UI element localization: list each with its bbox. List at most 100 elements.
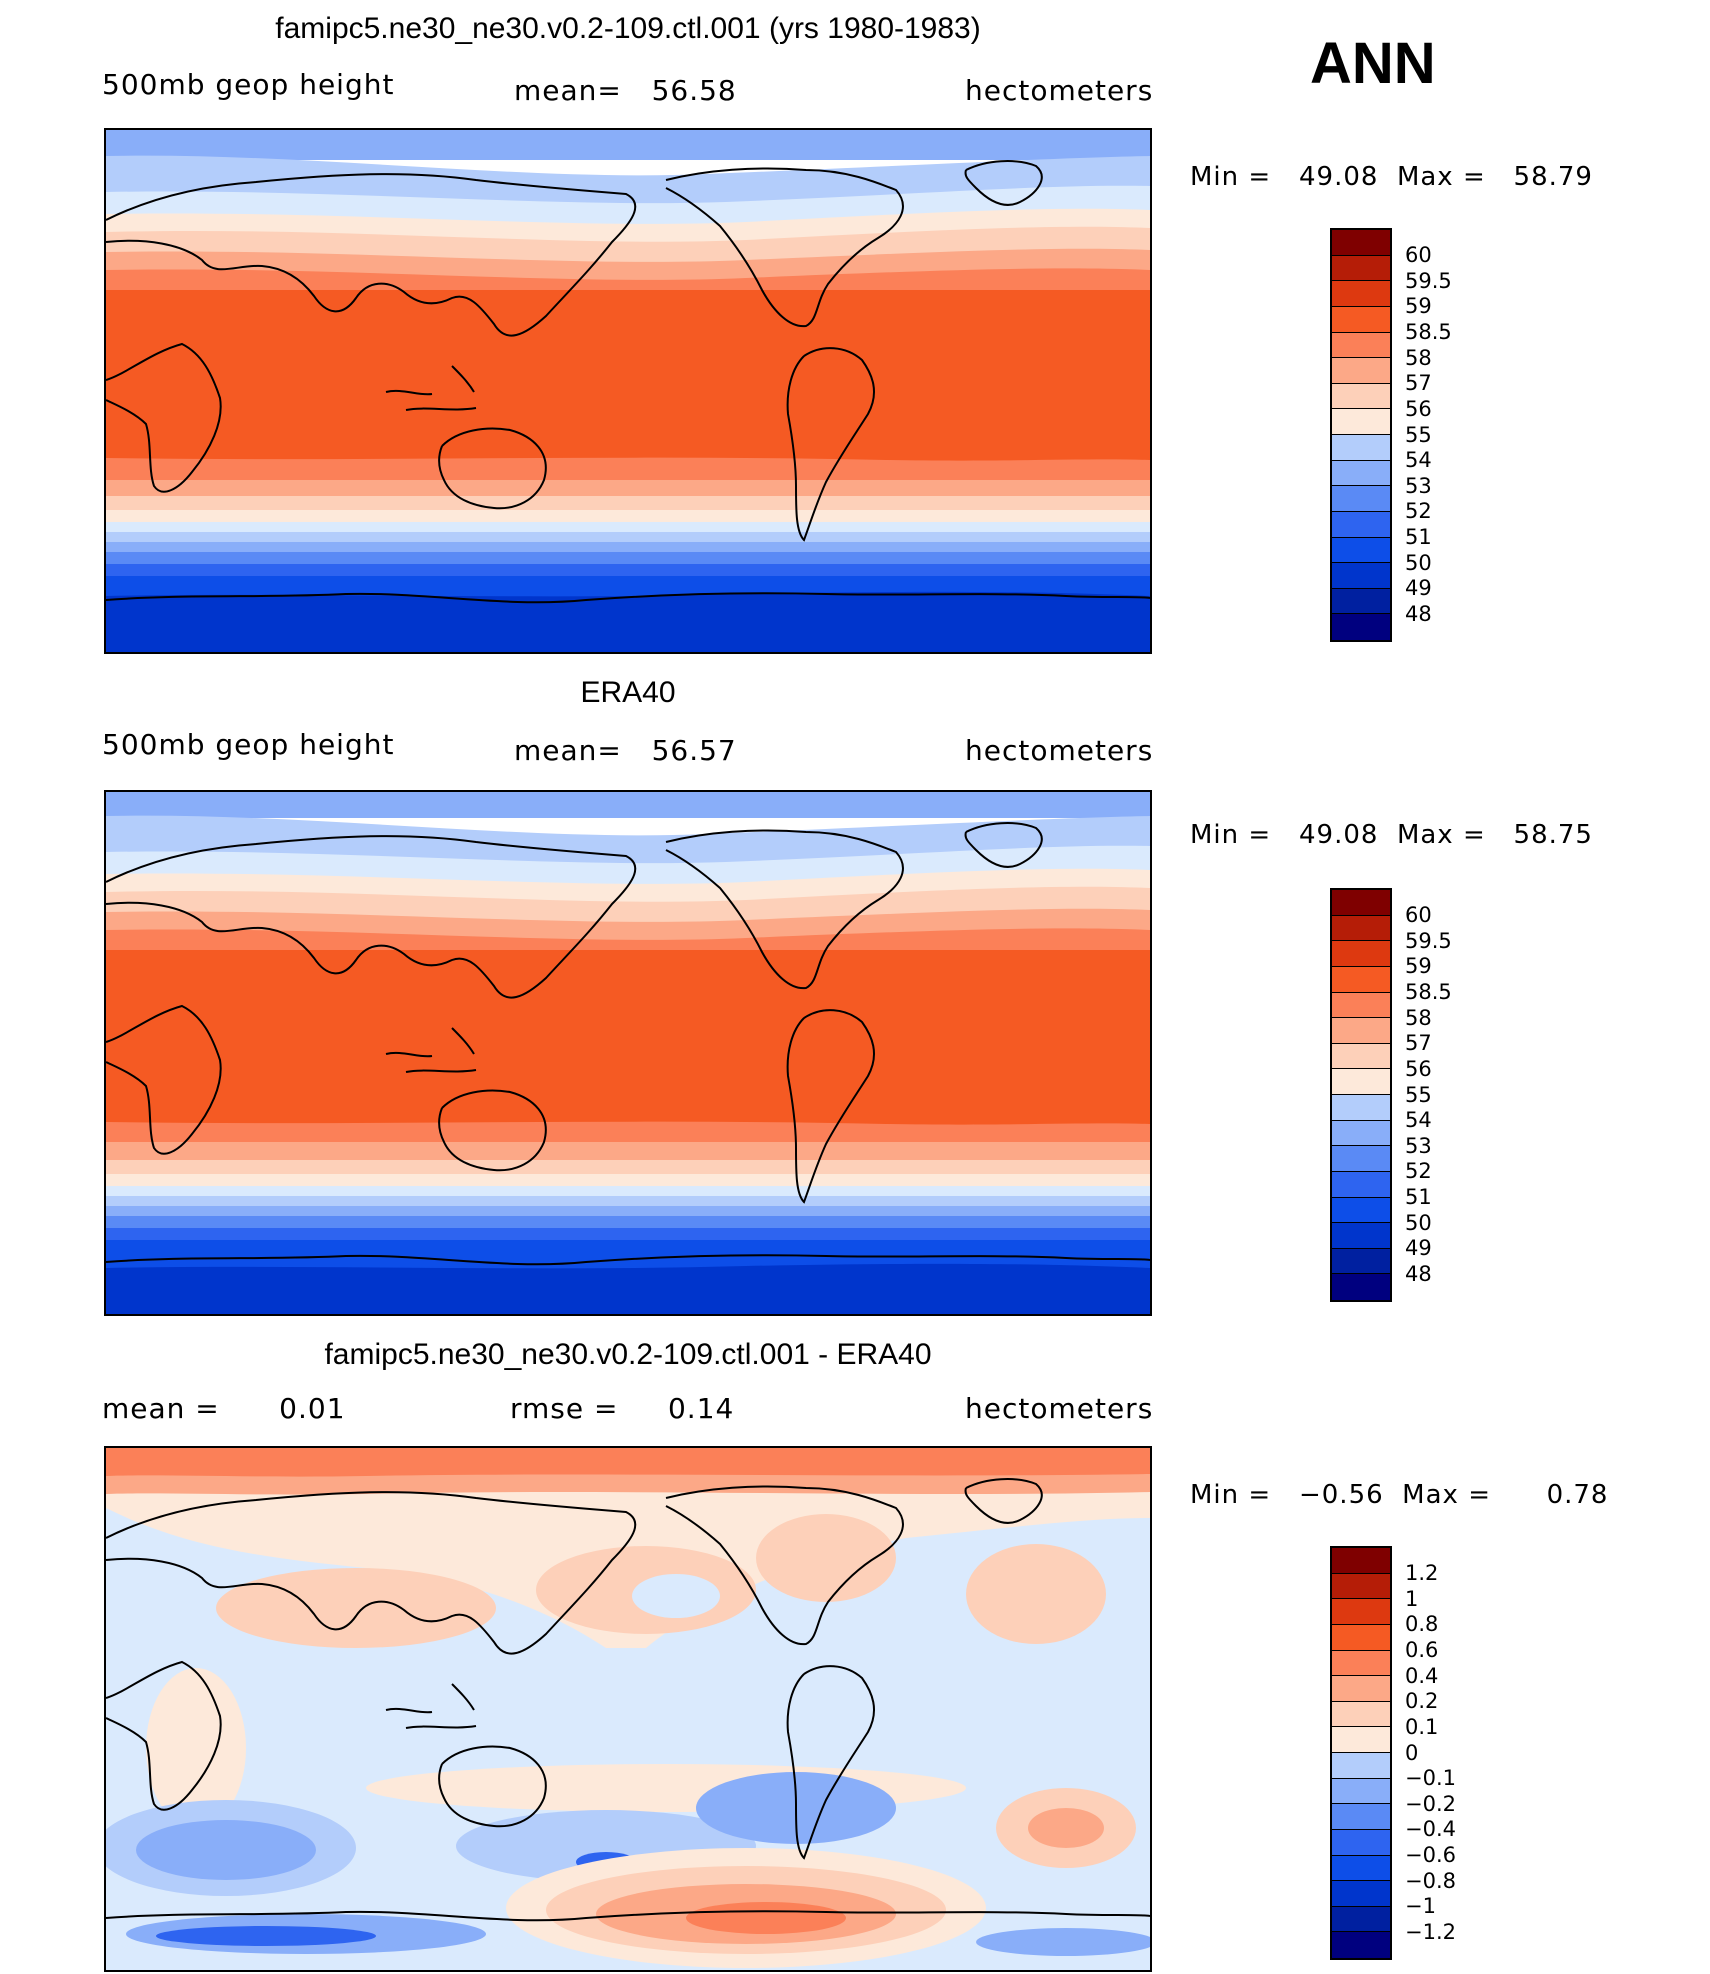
colorbar-label: 57 [1405,371,1432,396]
coastline-eurasia [106,1491,637,1655]
colorbar-segment [1332,1906,1390,1933]
colorbar-label: 0.1 [1405,1714,1439,1739]
minmax-diff: Min = −0.56 Max = 0.78 [1190,1480,1609,1510]
colorbar-diff [1330,1546,1392,1960]
colorbar-label: 56 [1405,396,1432,421]
colorbar-segment [1332,486,1390,512]
colorbar-segment [1332,1248,1390,1275]
colorbar-segment [1332,966,1390,993]
colorbar-segment [1332,1197,1390,1224]
band-diff [136,1820,316,1880]
coastline-antarctica [106,1254,1150,1266]
colorbar-label: 51 [1405,1185,1432,1209]
panel-rmse-label-diff: rmse = 0.14 [510,1392,735,1425]
colorbar-model [1330,228,1392,642]
colorbar-segment [1332,358,1390,384]
colorbar-label: −1.2 [1405,1919,1456,1944]
colorbar-segment [1332,511,1390,538]
contour-bands-model [106,130,1150,652]
continent-outlines-diff [106,1478,1150,1922]
panel-left-label-obs: 500mb geop height [102,728,395,761]
colorbar-label: 0.6 [1405,1638,1439,1662]
coastline-greenland [964,822,1043,868]
colorbar-label: −0.8 [1405,1868,1456,1893]
panel-units-label-model: hectometers [965,74,1154,107]
panel-title-obs: ERA40 [580,676,676,709]
colorbar-segment [1332,614,1390,640]
colorbar-segment [1332,409,1390,435]
colorbar-segment [1332,1573,1390,1600]
colorbar-segment [1332,230,1390,256]
colorbar-segment [1332,563,1390,589]
map-svg-diff [106,1448,1150,1970]
coastline-greenland [964,1478,1043,1524]
coastline-australia [438,1745,547,1828]
colorbar-label: −0.4 [1405,1817,1456,1842]
colorbar-label: 0.2 [1405,1689,1439,1714]
colorbar-obs [1330,888,1392,1302]
map-panel-model [104,128,1152,654]
band-model [106,591,1150,652]
panel-title-diff: famipc5.ne30_ne30.v0.2-109.ctl.001 - ERA… [324,1338,932,1371]
coastline-eurasia [106,835,637,999]
colorbar-segment [1332,255,1390,282]
colorbar-segment [1332,537,1390,564]
map-panel-diff [104,1446,1152,1972]
colorbar-label: 59 [1405,294,1432,319]
colorbar-label: 58.5 [1405,980,1452,1004]
colorbar-segment [1332,1778,1390,1805]
colorbar-segment [1332,1120,1390,1147]
colorbar-segment [1332,1753,1390,1779]
coastline-africa [106,1004,222,1155]
coastline-australia [438,1089,547,1172]
panel-units-label-diff: hectometers [965,1392,1154,1425]
colorbar-segment [1332,1701,1390,1728]
colorbar-segment [1332,435,1390,461]
colorbar-label: 58.5 [1405,320,1452,344]
panel-units-label-obs: hectometers [965,734,1154,767]
map-svg-obs [106,792,1150,1314]
colorbar-label: 55 [1405,422,1432,447]
coastline-australia [438,427,547,510]
colorbar-segment [1332,1274,1390,1300]
colorbar-segment [1332,1881,1390,1907]
colorbar-label: 50 [1405,550,1432,575]
colorbar-label: 0.8 [1405,1612,1439,1637]
panel-mean-label-obs: mean= 56.57 [514,734,737,767]
colorbar-label: 53 [1405,1133,1432,1158]
band-obs [106,792,1150,818]
coastline-greenland [964,160,1043,206]
colorbar-segment [1332,383,1390,410]
colorbar-segment [1332,915,1390,942]
map-panel-obs [104,790,1152,1316]
panel-title-model: famipc5.ne30_ne30.v0.2-109.ctl.001 (yrs … [275,12,981,45]
coastline-south-america [786,1665,876,1860]
colorbar-segment [1332,1855,1390,1882]
colorbar-segment [1332,332,1390,359]
colorbar-segment [1332,281,1390,307]
band-diff [1028,1808,1104,1848]
continent-outlines-obs [106,822,1150,1266]
colorbar-label: 58 [1405,1005,1432,1030]
panel-mean-label-model: mean= 56.58 [514,74,737,107]
colorbar-segment [1332,460,1390,487]
colorbar-segment [1332,890,1390,916]
colorbar-segment [1332,1829,1390,1856]
coastline-indonesia [385,1027,477,1073]
colorbar-label: 54 [1405,1108,1432,1133]
band-diff [966,1544,1106,1644]
colorbar-segment [1332,1171,1390,1198]
colorbar-segment [1332,1069,1390,1095]
colorbar-label: 60 [1405,243,1432,268]
colorbar-label: 59.5 [1405,928,1452,953]
colorbar-segment [1332,941,1390,967]
colorbar-segment [1332,1624,1390,1651]
colorbar-segment [1332,1548,1390,1574]
colorbar-segment [1332,992,1390,1019]
colorbar-label: 57 [1405,1031,1432,1056]
colorbar-label: −1 [1405,1894,1436,1919]
minmax-obs: Min = 49.08 Max = 58.75 [1190,820,1593,850]
contour-bands-diff [106,1448,1150,1970]
colorbar-label: 51 [1405,525,1432,549]
colorbar-segment [1332,1018,1390,1044]
